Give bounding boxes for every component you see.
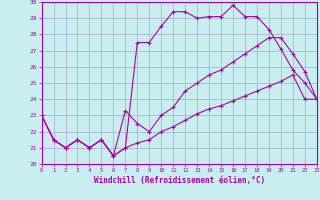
X-axis label: Windchill (Refroidissement éolien,°C): Windchill (Refroidissement éolien,°C): [94, 176, 265, 185]
